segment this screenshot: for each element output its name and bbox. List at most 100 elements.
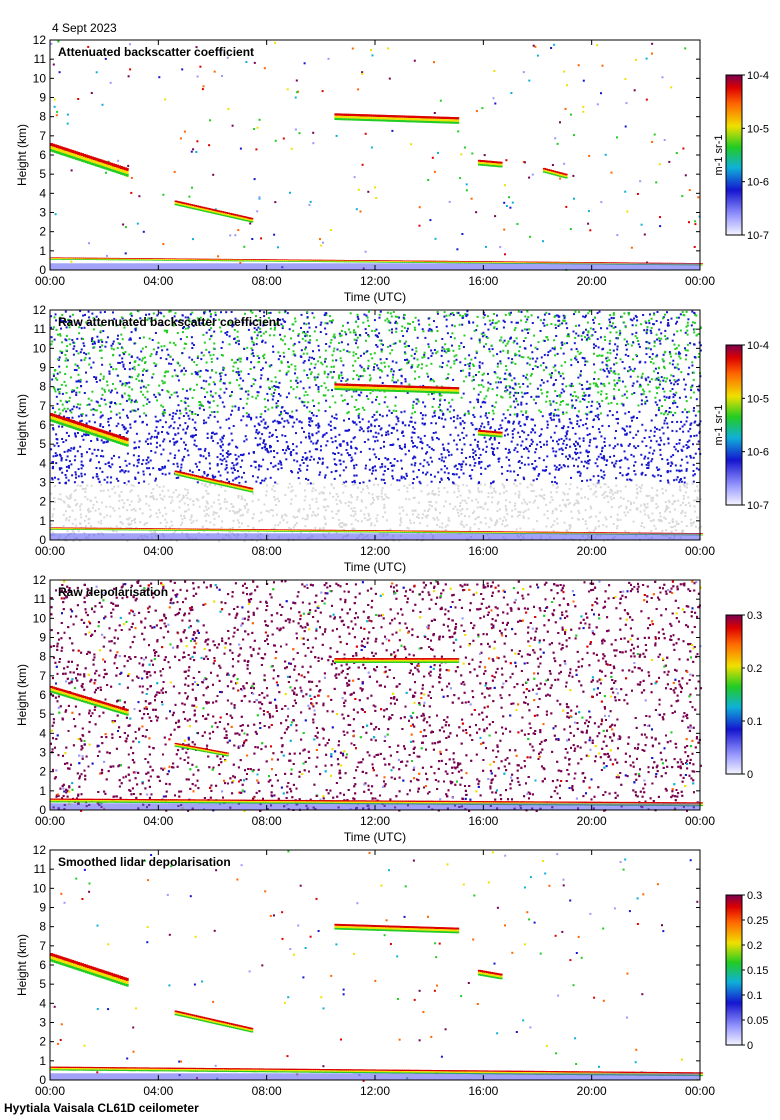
layer-mid (330, 260, 334, 262)
layer-core (479, 261, 483, 262)
noise-pixel (95, 473, 98, 476)
noise-pixel (644, 455, 647, 458)
noise-pixel (207, 452, 210, 455)
noise-pixel (317, 373, 320, 376)
noise-pixel (677, 450, 679, 453)
noise-pixel (624, 78, 627, 81)
noise-pixel (91, 343, 94, 345)
layer-mid (214, 259, 218, 261)
y-tick-label: 0 (39, 263, 46, 277)
layer-core (100, 159, 104, 163)
noise-pixel (463, 525, 466, 528)
noise-pixel (208, 328, 211, 331)
noise-pixel (385, 358, 388, 360)
layer-mid (79, 258, 82, 260)
noise-pixel (180, 523, 183, 526)
noise-pixel (586, 527, 589, 530)
layer-edge (554, 174, 558, 176)
layer-edge (400, 120, 403, 123)
noise-pixel (470, 422, 473, 425)
noise-pixel (235, 463, 238, 466)
noise-pixel (400, 330, 403, 332)
layer-mid (344, 116, 347, 119)
noise-pixel (454, 426, 457, 429)
noise-pixel (555, 414, 558, 417)
noise-pixel (365, 339, 367, 342)
noise-pixel (136, 465, 139, 468)
noise-pixel (145, 414, 148, 417)
layer-mid (228, 259, 231, 261)
layer-edge (192, 207, 195, 210)
layer-edge (276, 261, 280, 262)
noise-pixel (548, 472, 551, 475)
layer-edge (197, 209, 201, 211)
noise-pixel (77, 415, 80, 418)
noise-pixel (295, 432, 297, 435)
layer-core (255, 259, 258, 260)
layer-core (375, 260, 378, 261)
noise-pixel (355, 208, 358, 211)
noise-pixel (54, 454, 57, 457)
noise-pixel (562, 411, 565, 414)
layer-edge (423, 262, 427, 263)
noise-pixel (382, 478, 385, 481)
noise-pixel (308, 437, 311, 440)
noise-pixel (626, 458, 629, 461)
noise-pixel (669, 464, 672, 467)
noise-pixel (312, 142, 315, 145)
noise-pixel (392, 376, 394, 379)
layer-mid (221, 212, 225, 215)
noise-pixel (534, 499, 536, 502)
noise-pixel (480, 506, 483, 509)
layer-edge (246, 220, 250, 222)
noise-pixel (210, 335, 213, 338)
noise-pixel (322, 241, 324, 244)
noise-pixel (306, 518, 309, 521)
noise-pixel (58, 365, 61, 368)
noise-pixel (95, 380, 98, 383)
noise-pixel (540, 428, 543, 431)
noise-pixel (319, 238, 321, 241)
noise-pixel (425, 452, 427, 455)
noise-pixel (212, 400, 215, 403)
layer-edge (550, 173, 554, 175)
noise-pixel (586, 467, 589, 470)
layer-mid (382, 261, 386, 262)
layer-core (184, 202, 188, 205)
layer-mid (226, 259, 229, 261)
noise-pixel (423, 459, 426, 462)
noise-pixel (505, 490, 508, 493)
noise-pixel (697, 356, 700, 358)
noise-pixel (684, 485, 687, 488)
noise-pixel (431, 405, 434, 408)
noise-pixel (261, 340, 264, 343)
noise-pixel (118, 342, 121, 345)
layer-core (297, 259, 301, 261)
layer-edge (247, 260, 251, 262)
layer-core (373, 260, 376, 261)
noise-pixel (273, 334, 276, 337)
noise-pixel (636, 491, 639, 494)
noise-pixel (643, 233, 646, 236)
x-tick-label: 08:00 (252, 274, 282, 288)
noise-pixel (313, 458, 315, 461)
noise-pixel (311, 433, 314, 436)
layer-core (268, 259, 272, 261)
layer-core (150, 258, 154, 259)
layer-core (208, 258, 212, 260)
colorbar (725, 74, 743, 236)
noise-pixel (582, 437, 585, 440)
noise-pixel (355, 474, 358, 477)
layer-edge (286, 261, 289, 262)
layer-mid (504, 262, 508, 263)
noise-pixel (137, 494, 140, 497)
layer-core (178, 201, 182, 204)
noise-pixel (633, 367, 636, 370)
layer-edge (135, 259, 138, 261)
noise-pixel (129, 423, 132, 426)
noise-pixel (432, 432, 435, 434)
noise-pixel (127, 470, 130, 473)
noise-pixel (292, 350, 295, 353)
layer-core (82, 257, 86, 259)
noise-pixel (547, 338, 549, 341)
